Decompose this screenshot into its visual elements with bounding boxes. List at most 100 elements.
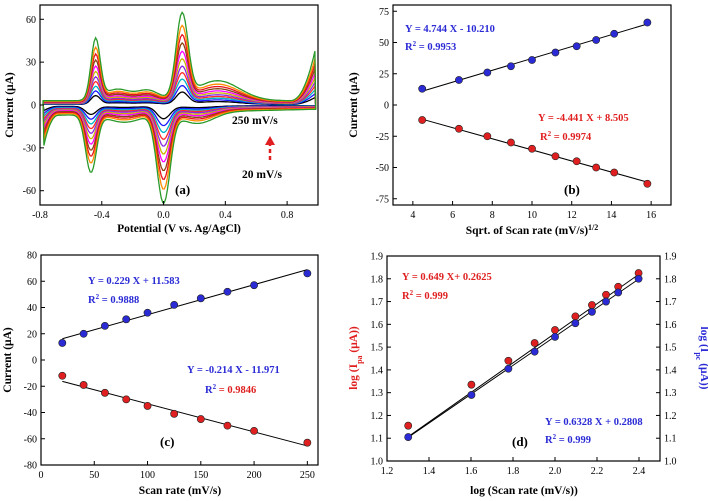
panel-c-y-tick-label: 80 — [27, 251, 37, 262]
panel-c-label: (c) — [160, 434, 174, 449]
panel-d-ipc-equation: Y = 0.6328 X + 0.2808 — [545, 417, 643, 428]
panel-d-Ipa-point — [602, 290, 610, 299]
panel-c-y-tick-label: -20 — [24, 382, 37, 393]
panel-c-cathodic-point — [79, 381, 88, 389]
panel-d-plot-frame — [386, 255, 661, 462]
panel-d-y-tick-label: 1.0 — [371, 457, 384, 468]
panel-b-anodic-point — [455, 76, 463, 84]
panel-b-x-tick-label: 12 — [567, 210, 577, 221]
panel-b-cathodic-point — [551, 152, 560, 161]
panel-c-y-tick-label: -80 — [24, 461, 37, 472]
panel-b-x-axis-label-main: Sqrt. of Scan rate (mV/s) — [466, 225, 588, 237]
panel-b-anodic-point — [528, 56, 536, 64]
panel-d-x-axis-label: log (Scan rate (mV/s)) — [470, 485, 578, 497]
panel-b-label: (b) — [564, 182, 580, 197]
panel-b-cathodic-equation: Y = -4.441 X + 8.505 — [538, 113, 629, 124]
panel-d-y-right-tick-label: 1.6 — [664, 320, 677, 331]
panel-a-y-tick-label: -60 — [23, 186, 36, 197]
panel-b-anodic-point — [483, 68, 492, 77]
panel-b-x-tick-label: 6 — [450, 210, 455, 221]
panel-c-y-tick-label: -60 — [24, 434, 37, 445]
panel-d-axis-ticks: 1.2 1.4 1.6 1.8 2.0 2.2 2.4 1.0 1.0 1.1 1.1 1.2 1.2 1… — [371, 252, 677, 478]
panel-c-x-tick-label: 150 — [193, 470, 208, 481]
panel-d-y-right-tick-label: 1.2 — [664, 411, 677, 422]
panel-b-y-tick-label: -50 — [376, 163, 389, 174]
panel-c-cathodic-point — [303, 438, 312, 447]
panel-b-x-axis-label: Sqrt. of Scan rate (mV/s)1/2 — [466, 223, 599, 238]
panel-c-cathodic-r2-value: = 0.9846 — [216, 385, 256, 396]
panel-c-y-tick-label: 60 — [27, 277, 37, 288]
panel-a-x-tick-label: -0.4 — [94, 210, 110, 221]
panel-a-cv-curve-line — [42, 11, 317, 204]
panel-d-Ipc-point — [504, 364, 513, 373]
panel-d-y-right-tick-label: 1.5 — [664, 343, 677, 354]
panel-d-label: (d) — [512, 434, 528, 449]
panel-d-y-tick-label: 1.6 — [371, 320, 384, 331]
panel-c-cathodic-point — [223, 421, 232, 430]
panel-b-anodic-point — [418, 84, 427, 93]
panel-a-x-tick-label: 0.0 — [157, 210, 170, 221]
panel-a-axis-ticks: -0.8 -0.4 0.0 0.4 0.8 -60 -30 0 30 60 — [23, 15, 294, 221]
panel-c-x-tick-label: 100 — [140, 470, 155, 481]
panel-d-ipc-r2-prefix: R — [545, 435, 553, 446]
panel-c-anodic-point — [122, 315, 131, 324]
panel-b-cathodic-r2-value: = 0.9974 — [551, 132, 592, 143]
panel-b-cathodic-point — [507, 138, 515, 147]
panel-c-cathodic-point — [143, 402, 152, 410]
panel-d-Ipc-fit-line — [407, 278, 639, 438]
panel-d-ipa-equation: Y = 0.649 X+ 0.2625 — [402, 272, 492, 283]
panel-c-y-tick-label: 20 — [27, 329, 37, 340]
panel-c-anodic-r2-value: = 0.9888 — [99, 295, 139, 306]
panel-d-y-right-label-main: log (I — [698, 326, 708, 352]
panel-b-anodic-point — [551, 48, 560, 57]
panel-b-y-tick-label: -25 — [376, 132, 389, 143]
panel-d-y-tick-label: 1.1 — [371, 434, 384, 445]
panel-c-anodic-point — [223, 287, 232, 296]
panel-b-anodic-point — [592, 36, 601, 44]
panel-b-cathodic-point — [418, 116, 427, 124]
panel-c-anodic-point — [79, 329, 88, 338]
panel-d-y-right-tick-label: 1.9 — [664, 252, 677, 263]
panel-c-axis-ticks: 0 50 100 150 200 250 -80 -60 -40 -20 0 20 40 60 80 — [24, 251, 315, 482]
panel-a-x-tick-label: -0.8 — [32, 210, 48, 221]
panel-b-anodic-r2: R2 = 0.9953 — [405, 40, 456, 53]
panel-d-y-tick-label: 1.8 — [371, 274, 384, 285]
panel-c-y-tick-label: -40 — [24, 408, 37, 419]
panel-d-Ipa-point — [551, 326, 559, 334]
panel-b-anodic-equation: Y = 4.744 X - 10.210 — [405, 24, 495, 35]
panel-a-cv-curves: -0.8 -0.4 0.0 0.4 0.8 -60 -30 0 30 60 Potential (… — [4, 4, 319, 235]
panel-d-y-tick-label: 1.9 — [371, 252, 384, 263]
panel-d-x-tick-label: 2.4 — [633, 466, 646, 477]
panel-d-ipa-r2-value: = 0.999 — [413, 291, 448, 302]
panel-d-Ipa-point — [588, 301, 596, 309]
panel-d-Ipa-point — [530, 339, 539, 347]
panel-b-anodic-point — [643, 18, 652, 27]
panel-b-cathodic-point — [528, 144, 536, 153]
panel-a-curve-group — [42, 11, 317, 204]
panel-d-Ipc-point — [602, 297, 610, 306]
panel-d-y-left-label-main: log (I — [348, 363, 360, 389]
panel-c-x-tick-label: 250 — [300, 470, 315, 481]
panel-d-y-right-label-end: (μA)) — [698, 360, 708, 389]
panel-a-y-axis-label: Current (μA) — [4, 72, 16, 138]
panel-b-x-tick-label: 16 — [646, 210, 656, 221]
panel-d-log-plot: 1.2 1.4 1.6 1.8 2.0 2.2 2.4 1.0 1.0 1.1 1.1 1.2 1.2 1… — [348, 252, 708, 498]
panel-d-y-right-tick-label: 1.4 — [664, 365, 677, 376]
panel-c-cathodic-r2: R2 = 0.9846 — [205, 383, 256, 396]
panel-d-Ipc-point — [588, 307, 596, 316]
panel-a-y-tick-label: -30 — [23, 143, 36, 154]
panel-d-ipa-r2: R2 = 0.999 — [402, 289, 448, 302]
panel-b-cathodic-point — [455, 124, 463, 133]
panel-d-Ipa-point — [571, 312, 580, 321]
panel-b-cathodic-point — [572, 157, 581, 166]
panel-d-Ipc-point — [467, 391, 476, 399]
panel-d-y-right-label-sub: pc — [695, 352, 704, 360]
panel-d-y-tick-label: 1.7 — [371, 297, 384, 308]
panel-b-anodic-point — [507, 62, 515, 71]
panel-b-plot-frame — [392, 4, 672, 206]
panel-d-y-right-tick-label: 1.0 — [664, 457, 677, 468]
panel-c-cathodic-point — [170, 409, 179, 418]
panel-b-sqrt-scan-plot: 4 6 8 10 12 14 16 -75 -50 -25 0 25 50 75 Y = 4.744 X … — [348, 4, 672, 238]
panel-b-y-tick-label: 75 — [379, 7, 389, 18]
